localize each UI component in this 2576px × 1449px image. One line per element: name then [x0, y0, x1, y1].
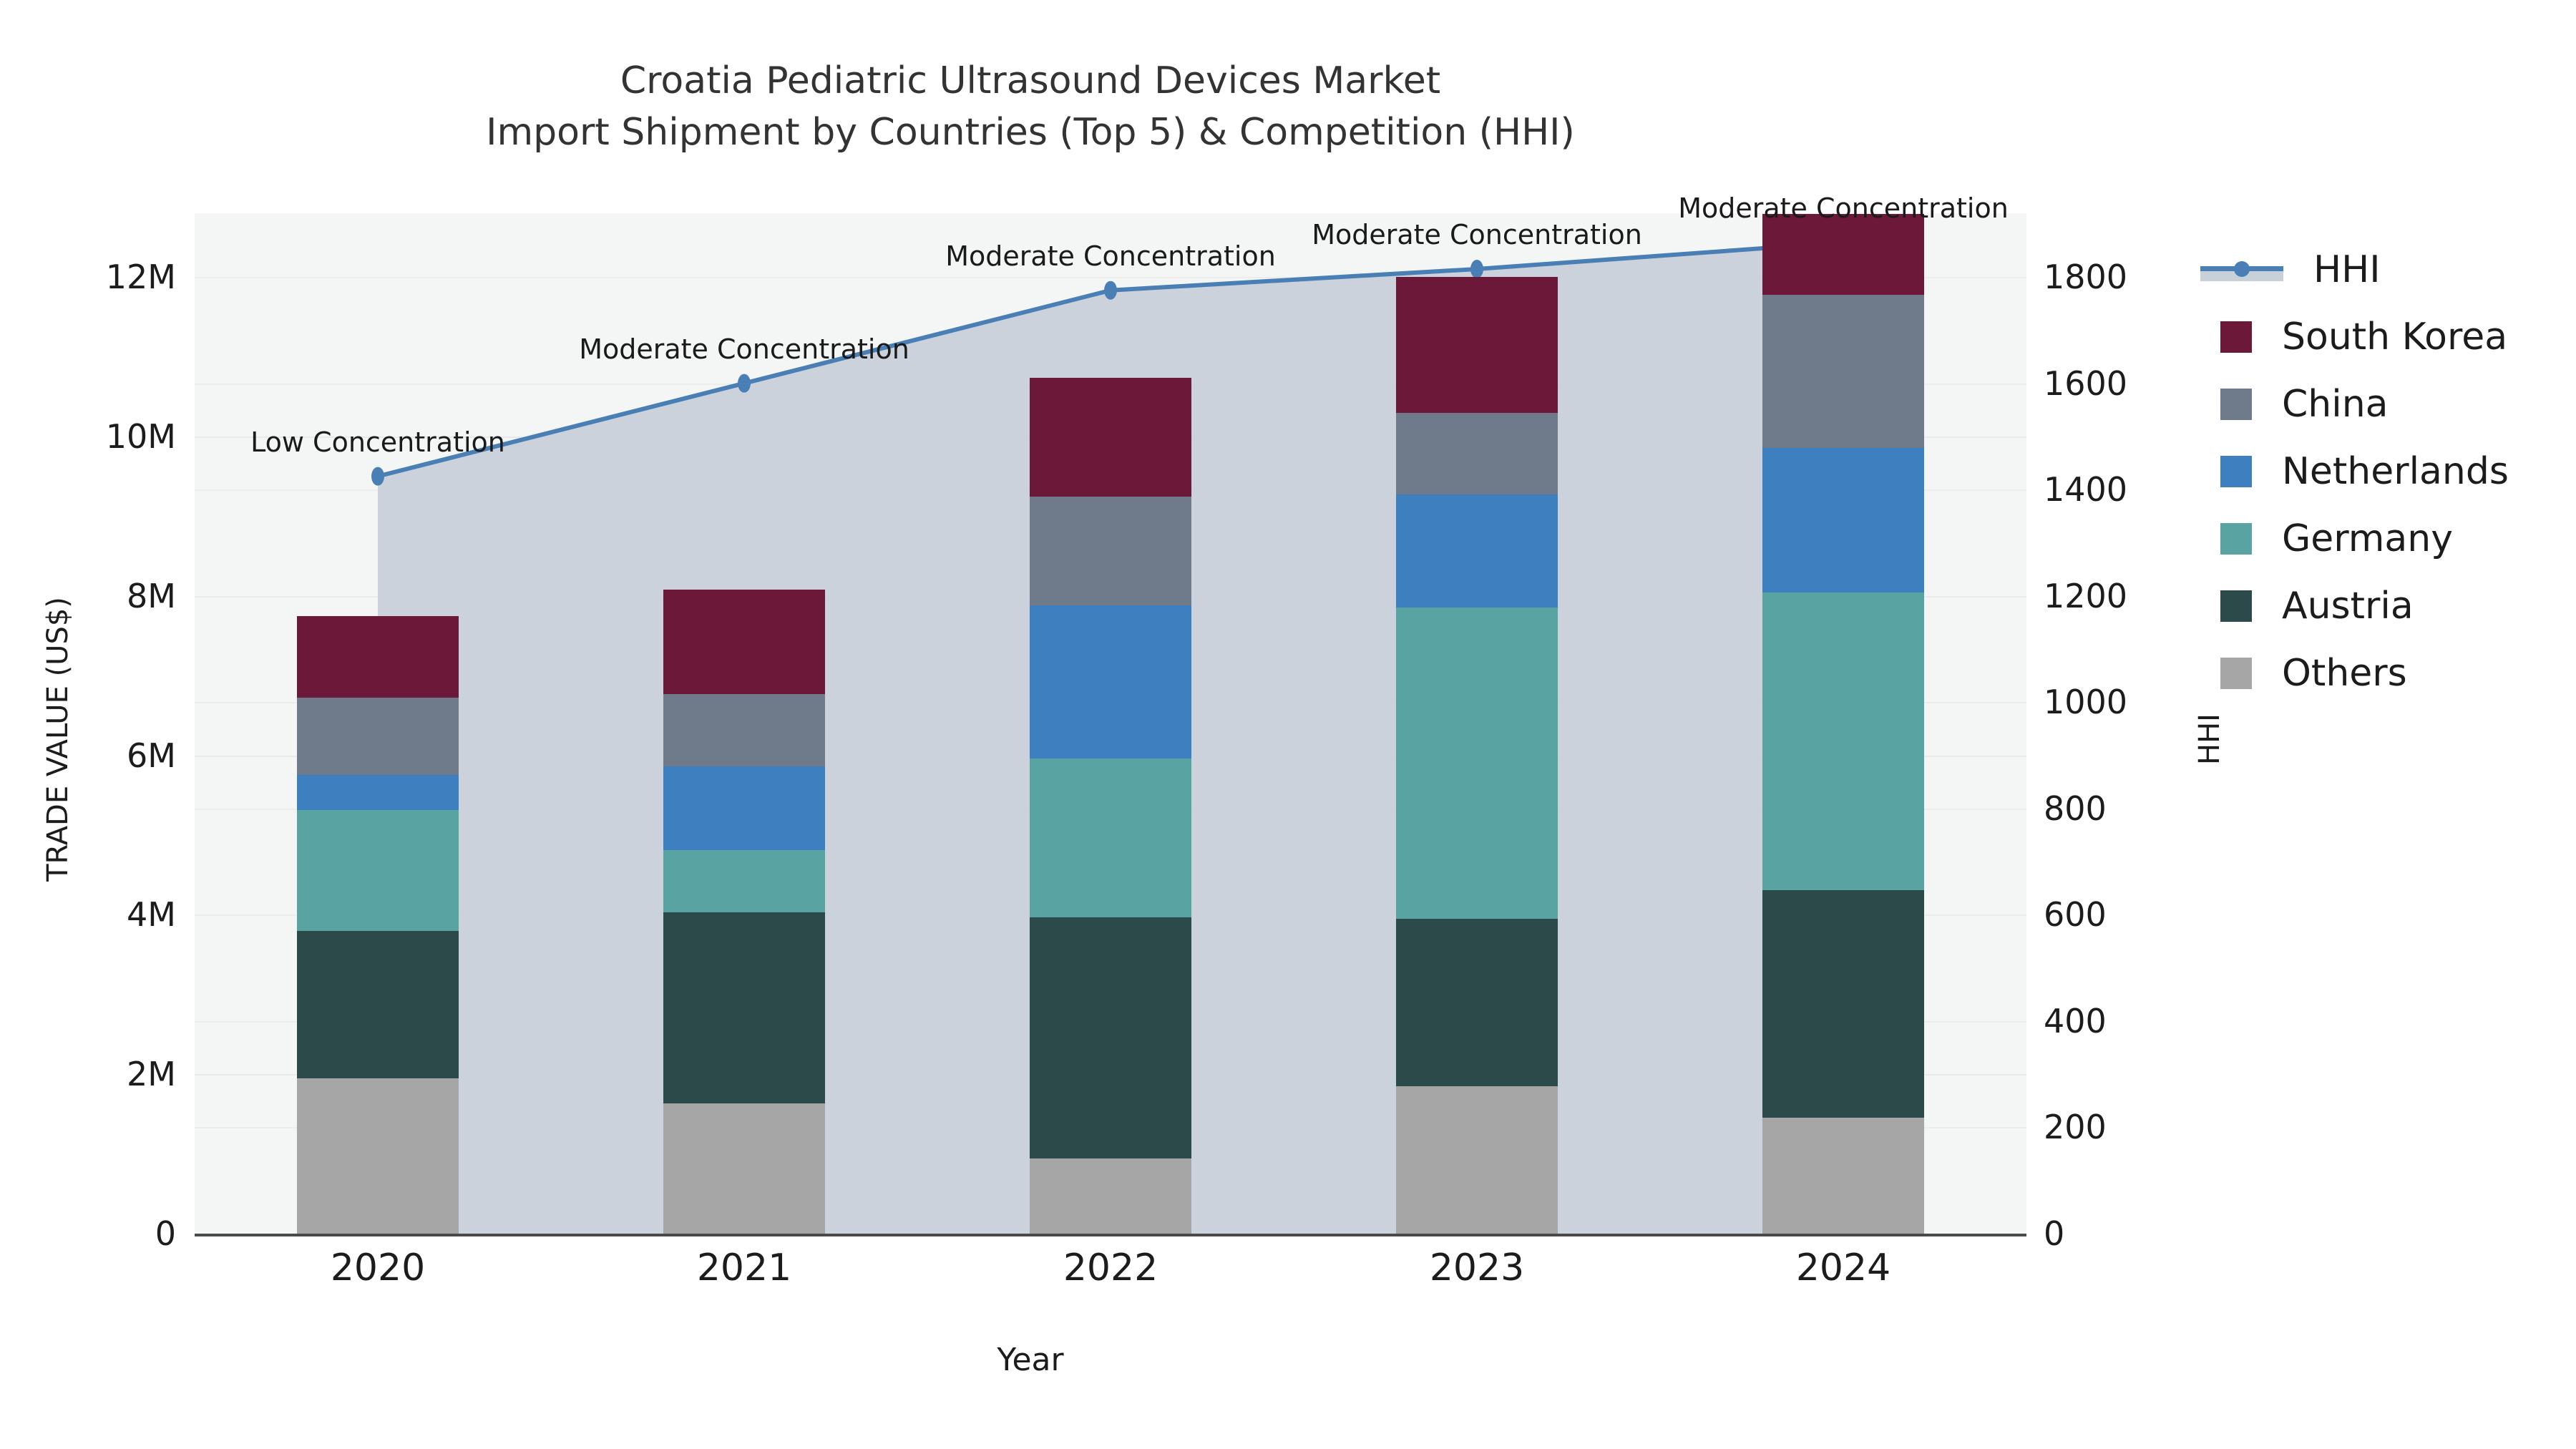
bar-segment-china[interactable] [297, 698, 459, 776]
hhi-line-key-icon [2200, 254, 2283, 286]
y-right-tick-label: 400 [2044, 1001, 2107, 1040]
bar-segment-austria[interactable] [297, 930, 459, 1078]
bar-segment-others[interactable] [297, 1078, 459, 1234]
legend-label-netherlands: Netherlands [2282, 450, 2509, 493]
bar-segment-austria[interactable] [1396, 918, 1558, 1086]
bar-segment-netherlands[interactable] [1762, 447, 1924, 593]
y-left-tick-label: 0 [155, 1214, 176, 1253]
legend-label-south-korea: South Korea [2282, 316, 2508, 358]
hhi-annotation-2024: Moderate Concentration [1678, 192, 2009, 224]
bar-group-2023[interactable] [1396, 277, 1558, 1234]
bar-segment-netherlands[interactable] [297, 775, 459, 811]
plot-area [195, 213, 2026, 1235]
bar-segment-china[interactable] [1762, 294, 1924, 448]
legend: HHI South Korea China Netherlands Germany Au… [2200, 236, 2509, 707]
bar-segment-netherlands[interactable] [1030, 605, 1191, 759]
y-right-tick-label: 1000 [2044, 683, 2128, 722]
bar-segment-germany[interactable] [1396, 608, 1558, 919]
chart-title: Croatia Pediatric Ultrasound Devices Mar… [0, 56, 2061, 159]
x-tick-label-2022: 2022 [1063, 1246, 1158, 1289]
bar-segment-others[interactable] [1762, 1118, 1924, 1234]
y-left-tick-label: 10M [105, 416, 176, 456]
y-left-tick-label: 6M [127, 736, 176, 775]
legend-label-hhi: HHI [2313, 248, 2381, 291]
bar-segment-others[interactable] [663, 1103, 825, 1234]
legend-swatch-icon [2220, 389, 2252, 420]
bar-segment-germany[interactable] [663, 850, 825, 913]
x-tick-label-2021: 2021 [696, 1246, 792, 1289]
bar-segment-netherlands[interactable] [1396, 494, 1558, 608]
y-axis-left-title: TRADE VALUE (US$) [41, 597, 74, 882]
x-tick-label-2024: 2024 [1795, 1246, 1891, 1289]
bar-segment-china[interactable] [1396, 412, 1558, 495]
y-right-tick-label: 200 [2044, 1108, 2107, 1147]
bar-group-2022[interactable] [1030, 377, 1191, 1234]
legend-label-austria: Austria [2282, 585, 2414, 628]
bar-segment-germany[interactable] [297, 810, 459, 931]
hhi-annotation-2023: Moderate Concentration [1312, 218, 1642, 250]
legend-swatch-icon [2220, 523, 2252, 555]
x-tick-label-2020: 2020 [330, 1246, 426, 1289]
bar-segment-south-korea[interactable] [297, 615, 459, 698]
bar-segment-others[interactable] [1396, 1085, 1558, 1234]
y-left-tick-label: 8M [127, 576, 176, 615]
x-tick-label-2023: 2023 [1429, 1246, 1525, 1289]
y-right-tick-label: 1400 [2044, 470, 2128, 509]
y-right-tick-label: 1800 [2044, 258, 2128, 297]
hhi-marker-2023[interactable] [1470, 259, 1483, 278]
y-axis-right-title: HHI [2192, 713, 2226, 765]
bar-segment-austria[interactable] [1762, 889, 1924, 1118]
bar-segment-china[interactable] [663, 693, 825, 767]
legend-swatch-icon [2220, 321, 2252, 353]
legend-item-germany[interactable]: Germany [2200, 505, 2509, 572]
bar-group-2024[interactable] [1762, 214, 1924, 1234]
hhi-marker-2022[interactable] [1104, 280, 1117, 300]
x-axis-title: Year [997, 1342, 1064, 1378]
gridline-right [195, 277, 2026, 279]
y-left-tick-label: 2M [127, 1055, 176, 1094]
hhi-annotation-2020: Low Concentration [250, 426, 505, 458]
bar-group-2020[interactable] [297, 615, 459, 1234]
legend-item-netherlands[interactable]: Netherlands [2200, 438, 2509, 505]
bar-segment-others[interactable] [1030, 1158, 1191, 1234]
bar-segment-south-korea[interactable] [1030, 377, 1191, 497]
hhi-marker-2020[interactable] [371, 467, 384, 486]
hhi-marker-2021[interactable] [738, 374, 751, 393]
bar-segment-china[interactable] [1030, 496, 1191, 606]
y-right-tick-label: 0 [2044, 1214, 2065, 1253]
y-right-tick-label: 600 [2044, 895, 2107, 935]
legend-item-austria[interactable]: Austria [2200, 572, 2509, 640]
y-left-tick-label: 12M [105, 258, 176, 297]
bar-segment-germany[interactable] [1762, 592, 1924, 890]
legend-label-others: Others [2282, 652, 2407, 695]
legend-swatch-icon [2220, 658, 2252, 689]
bar-group-2021[interactable] [663, 589, 825, 1234]
bar-segment-germany[interactable] [1030, 758, 1191, 917]
y-left-tick-label: 4M [127, 895, 176, 935]
y-right-tick-label: 1200 [2044, 576, 2128, 615]
bar-segment-austria[interactable] [663, 912, 825, 1104]
legend-swatch-icon [2220, 456, 2252, 487]
chart-title-line1: Croatia Pediatric Ultrasound Devices Mar… [620, 59, 1441, 102]
legend-label-china: China [2282, 383, 2389, 426]
hhi-annotation-2022: Moderate Concentration [945, 240, 1276, 272]
legend-item-others[interactable]: Others [2200, 640, 2509, 707]
legend-item-south-korea[interactable]: South Korea [2200, 303, 2509, 371]
bar-segment-netherlands[interactable] [663, 766, 825, 851]
chart-title-line2: Import Shipment by Countries (Top 5) & C… [486, 110, 1575, 154]
x-axis-line [195, 1234, 2026, 1236]
bar-segment-south-korea[interactable] [1396, 277, 1558, 413]
y-right-tick-label: 800 [2044, 789, 2107, 828]
legend-label-germany: Germany [2282, 517, 2454, 560]
bar-segment-austria[interactable] [1030, 917, 1191, 1159]
legend-swatch-icon [2220, 590, 2252, 622]
bar-segment-south-korea[interactable] [1762, 214, 1924, 295]
bar-segment-south-korea[interactable] [663, 589, 825, 694]
hhi-annotation-2021: Moderate Concentration [579, 333, 909, 365]
y-right-tick-label: 1600 [2044, 364, 2128, 403]
legend-item-china[interactable]: China [2200, 371, 2509, 438]
legend-item-hhi[interactable]: HHI [2200, 236, 2509, 303]
